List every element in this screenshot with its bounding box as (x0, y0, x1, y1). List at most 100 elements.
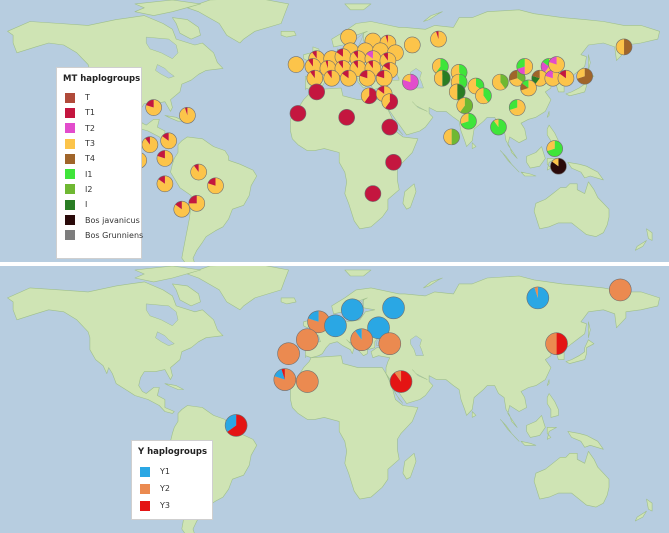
mt-pie-marker (531, 69, 548, 87)
pie-slice-y2 (545, 332, 557, 355)
mt-pie-marker (179, 107, 196, 124)
legend-label: I (85, 200, 88, 210)
pie-slice-t3 (475, 87, 489, 104)
pie-slice-t3 (288, 56, 305, 73)
pie-slice-t1 (385, 93, 398, 110)
mt-pie-marker (548, 56, 565, 73)
mt-pie-marker (207, 177, 224, 195)
landmass (280, 30, 297, 38)
pie-outline (179, 107, 196, 124)
y-legend-title: Y haplogroups (138, 447, 208, 457)
pie-slice-y1 (274, 369, 285, 380)
pie-slice-t1 (207, 177, 216, 186)
pie-slice-t1 (381, 119, 398, 136)
legend-swatch (140, 483, 150, 494)
landmass (520, 441, 537, 446)
pie-slice-y2 (296, 328, 319, 351)
pie-outline (448, 83, 466, 101)
pie-outline (207, 177, 224, 195)
mt-pie-marker (492, 73, 509, 91)
pie-slice-t3 (361, 87, 370, 103)
pie-slice-t1 (364, 185, 381, 202)
pie-outline (508, 99, 526, 116)
landmass (499, 150, 520, 173)
pie-slice-t3 (323, 70, 340, 87)
legend-label: Bos Grunniens (85, 230, 144, 240)
mt-pie-marker (156, 175, 174, 193)
mt-pie-marker (364, 185, 382, 202)
pie-slice-i2 (460, 97, 473, 114)
landmass (402, 183, 417, 210)
pie-slice-t3 (616, 38, 625, 55)
landmass (634, 510, 647, 522)
pie-slice-t3 (173, 201, 190, 218)
legend-label: T1 (85, 108, 95, 118)
pie-outline (358, 69, 376, 87)
mt-legend-item: Bos Grunniens (57, 228, 144, 243)
landmass (526, 415, 546, 438)
pie-outline (277, 342, 300, 365)
pie-slice-t1 (145, 136, 150, 145)
pie-outline (526, 286, 550, 310)
pie-slice-i1 (516, 58, 525, 69)
mt-pie-marker (287, 56, 305, 73)
landmass (520, 171, 537, 177)
pie-slice-y3 (390, 370, 413, 393)
landmass (164, 115, 184, 122)
pie-slice-y2 (394, 370, 402, 382)
mt-pie-marker (508, 99, 526, 116)
pie-slice-t3 (443, 128, 452, 145)
y-pie-marker (367, 316, 390, 340)
mt-pie-marker (358, 69, 376, 87)
pie-outline (557, 69, 575, 87)
pie-outline (545, 332, 568, 356)
mt-pie-marker (430, 30, 447, 48)
pie-slice-t3 (432, 58, 441, 73)
pie-outline (433, 69, 451, 87)
pie-outline (287, 56, 305, 73)
pie-slice-y2 (350, 328, 373, 351)
pie-slice-y1 (341, 298, 364, 321)
pie-slice-t4 (509, 70, 518, 81)
mt-pie-marker (173, 200, 191, 218)
pie-slice-t3 (145, 99, 162, 116)
pie-slice-t1 (308, 83, 325, 100)
pie-slice-t3 (179, 107, 196, 124)
pie-outline (490, 118, 507, 136)
pie-slice-t3 (207, 177, 224, 194)
pie-slice-t2 (402, 74, 419, 91)
inland-water (155, 331, 175, 346)
pie-outline (296, 370, 319, 393)
pie-outline (385, 153, 402, 171)
y-pie-marker (307, 310, 330, 334)
legend-swatch (65, 138, 75, 149)
mt-pie-marker (516, 58, 534, 75)
landmass (567, 162, 604, 181)
pie-slice-t4 (577, 68, 593, 85)
pie-slice-t3 (576, 68, 585, 79)
pie-slice-t3 (524, 58, 533, 75)
pie-slice-i (457, 83, 466, 100)
legend-swatch (65, 184, 75, 195)
mt-legend: MT haplogroups T T1 T2 T3 T4 I1 I2 I Bos javanic… (56, 67, 144, 259)
pie-outline (550, 157, 567, 175)
pie-slice-y1 (225, 414, 237, 432)
inland-water (145, 36, 179, 60)
inland-water (412, 369, 428, 380)
landmass (546, 111, 550, 118)
pie-slice-t1 (193, 164, 199, 173)
pie-slice-t3 (493, 119, 499, 128)
mt-legend-item: T2 (57, 121, 141, 136)
pie-slice-t3 (460, 113, 469, 124)
pie-slice-t3 (141, 136, 158, 153)
landmass (423, 11, 443, 22)
pie-slice-t3 (546, 140, 555, 152)
pie-slice-t3 (340, 70, 357, 87)
pie-slice-i2 (500, 74, 509, 89)
pie-outline (460, 112, 477, 130)
mt-pie-marker (490, 118, 507, 136)
pie-slice-y1 (324, 314, 347, 337)
pie-outline (608, 278, 632, 302)
mt-pie-marker (448, 83, 466, 101)
landmass (423, 277, 443, 289)
